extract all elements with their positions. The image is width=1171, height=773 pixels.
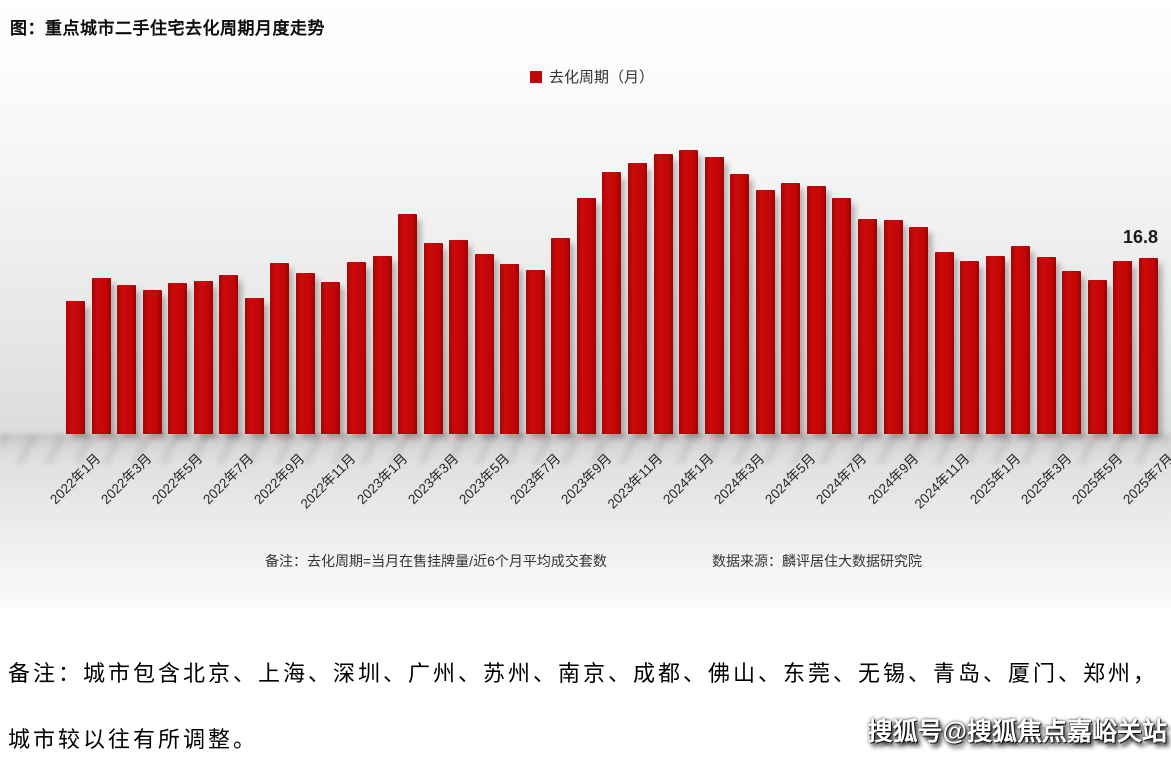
bar-2024年3月 <box>730 174 750 434</box>
bar-2024年5月 <box>781 183 801 434</box>
bar-2023年5月 <box>474 254 494 434</box>
bar-2024年6月 <box>806 186 826 434</box>
footnote-line-1: 备注：城市包含北京、上海、深圳、广州、苏州、南京、成都、佛山、东莞、无锡、青岛、… <box>8 661 1159 686</box>
bar-2024年10月 <box>909 227 929 434</box>
bar-2022年12月 <box>347 262 367 434</box>
note-formula: 备注：去化周期=当月在售挂牌量/近6个月平均成交套数 <box>265 553 607 569</box>
bar-2024年7月 <box>832 198 852 434</box>
bar-2022年1月 <box>66 301 85 434</box>
bar-2023年2月 <box>398 214 418 434</box>
note-data-source: 数据来源：麟评居住大数据研究院 <box>712 553 922 569</box>
bar-2022年7月 <box>219 275 239 434</box>
bar-2022年11月 <box>321 282 341 434</box>
bar-2022年9月 <box>270 263 290 434</box>
bar-2024年1月 <box>679 150 699 434</box>
footnote-line-2: 城市较以往有所调整。 <box>8 727 259 752</box>
bar-2022年5月 <box>168 283 188 434</box>
bar-2024年8月 <box>857 219 877 434</box>
bar-2023年3月 <box>423 243 443 434</box>
bar-2023年10月 <box>602 172 622 434</box>
legend-label: 去化周期（月） <box>549 69 655 86</box>
bar-2023年4月 <box>449 240 469 434</box>
bar-2025年6月 <box>1113 261 1133 434</box>
bar-2025年2月 <box>1011 246 1031 434</box>
bar-2025年3月 <box>1036 257 1056 434</box>
last-value-annotation: 16.8 <box>1122 227 1158 247</box>
watermark: 搜狐号@搜狐焦点嘉峪关站 <box>867 718 1167 746</box>
bar-2024年2月 <box>704 157 724 434</box>
legend-swatch-icon <box>530 70 542 83</box>
bar-2022年4月 <box>142 290 162 434</box>
bar-2025年4月 <box>1062 271 1082 434</box>
legend: 去化周期（月） <box>530 66 654 87</box>
bar-2022年6月 <box>193 281 213 434</box>
bar-series <box>66 0 1158 434</box>
bar-2024年4月 <box>755 190 775 434</box>
chart-title: 图：重点城市二手住宅去化周期月度走势 <box>10 19 325 38</box>
bar-2023年12月 <box>653 154 673 434</box>
bar-2023年6月 <box>500 264 520 434</box>
footnote-paragraph: 备注：城市包含北京、上海、深圳、广州、苏州、南京、成都、佛山、东莞、无锡、青岛、… <box>8 641 1171 773</box>
bar-2023年1月 <box>372 256 392 434</box>
bar-2024年11月 <box>934 252 954 434</box>
bar-2023年9月 <box>576 198 596 434</box>
bar-2023年8月 <box>551 238 571 434</box>
bar-2025年1月 <box>985 256 1005 434</box>
bar-floor-shadow <box>0 434 1171 464</box>
bar-2022年10月 <box>295 273 315 434</box>
bar-2022年2月 <box>91 278 111 434</box>
chart-image: 图：重点城市二手住宅去化周期月度走势 去化周期（月） 2022年1月 2022年3… <box>0 0 1171 608</box>
bar-2024年12月 <box>960 261 980 434</box>
bar-2022年3月 <box>117 285 137 434</box>
bar-2024年9月 <box>883 220 903 434</box>
bar-2025年7月 <box>1138 258 1158 434</box>
bar-2022年8月 <box>244 298 264 434</box>
bar-2023年7月 <box>525 270 545 434</box>
bar-2025年5月 <box>1087 280 1107 434</box>
bar-2023年11月 <box>628 163 648 434</box>
